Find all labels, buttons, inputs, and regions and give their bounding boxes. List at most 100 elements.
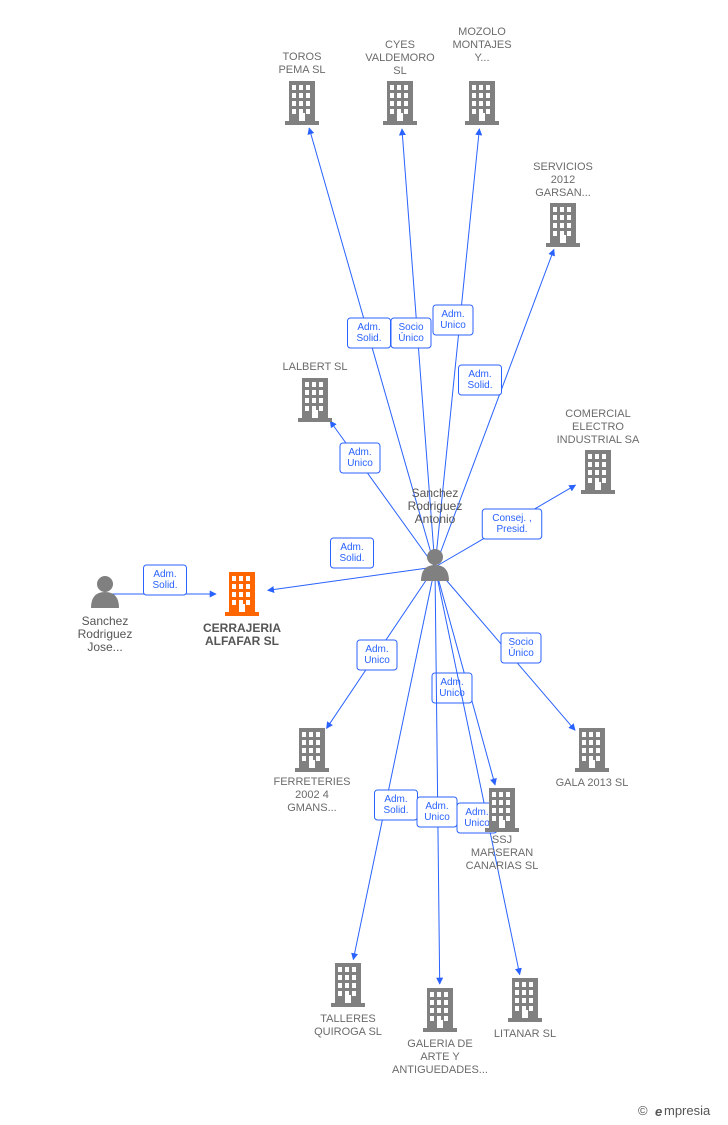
node-label: PEMA SL <box>278 64 325 76</box>
node-label: FERRETERIES <box>273 776 350 788</box>
building-icon <box>225 572 259 616</box>
node-mozolo[interactable]: MOZOLOMONTAJESY... <box>452 26 511 125</box>
node-label: MOZOLO <box>458 26 506 38</box>
building-icon <box>298 378 332 422</box>
edge-label: Adm.Solid. <box>375 790 418 820</box>
node-label: Rodriguez <box>78 627 133 641</box>
svg-text:Único: Único <box>508 646 534 659</box>
node-label: Y... <box>474 52 489 64</box>
svg-text:Adm.: Adm. <box>384 794 407 805</box>
brand-rest: mpresia <box>664 1103 711 1118</box>
svg-text:Adm.: Adm. <box>425 801 448 812</box>
svg-text:Solid.: Solid. <box>383 805 408 816</box>
node-galeria[interactable]: GALERIA DEARTE YANTIGUEDADES... <box>392 988 488 1076</box>
node-label: MONTAJES <box>452 39 511 51</box>
node-label: MARSERAN <box>471 847 533 859</box>
edge-label: Adm.Unico <box>340 443 380 473</box>
node-ferreteries[interactable]: FERRETERIES2002 4GMANS... <box>273 728 350 814</box>
node-label: LALBERT SL <box>282 361 347 373</box>
brand-e: e <box>655 1104 662 1119</box>
node-toros[interactable]: TOROSPEMA SL <box>278 51 325 125</box>
edge-label: Adm.Unico <box>417 797 457 827</box>
node-label: 2012 <box>551 174 575 186</box>
building-icon <box>331 963 365 1007</box>
node-label: 2002 4 <box>295 789 329 801</box>
node-label: Jose... <box>87 640 122 654</box>
svg-text:Único: Único <box>398 331 424 344</box>
node-label: ANTIGUEDADES... <box>392 1064 488 1076</box>
svg-text:Adm.: Adm. <box>357 322 380 333</box>
building-icon <box>465 81 499 125</box>
node-label: CYES <box>385 39 415 51</box>
node-label: ARTE Y <box>420 1051 460 1063</box>
node-lalbert[interactable]: LALBERT SL <box>282 361 347 422</box>
node-label: GALA 2013 SL <box>556 777 629 789</box>
edge-label: Adm.Unico <box>357 640 397 670</box>
svg-text:Solid.: Solid. <box>339 553 364 564</box>
node-cerrajeria[interactable]: CERRAJERIAALFAFAR SL <box>203 572 281 648</box>
svg-text:Unico: Unico <box>364 655 390 666</box>
node-label: SSJ <box>492 834 512 846</box>
edge-label: SocioÚnico <box>501 633 541 663</box>
node-label: Rodriguez <box>408 499 463 513</box>
node-label: Sanchez <box>82 614 129 628</box>
svg-text:Unico: Unico <box>424 812 450 823</box>
svg-text:Presid.: Presid. <box>496 524 527 535</box>
node-label: VALDEMORO <box>365 52 435 64</box>
svg-text:Unico: Unico <box>440 320 466 331</box>
copyright-symbol: © <box>638 1103 648 1118</box>
svg-text:Consej. ,: Consej. , <box>492 513 531 524</box>
node-label: TOROS <box>283 51 322 63</box>
node-label: SERVICIOS <box>533 161 593 173</box>
building-icon <box>295 728 329 772</box>
node-antonio[interactable]: SanchezRodriguezAntonio <box>408 486 463 581</box>
node-label: SL <box>393 65 406 77</box>
svg-text:Adm.: Adm. <box>348 447 371 458</box>
building-icon <box>383 81 417 125</box>
edge-label: Adm.Solid. <box>459 365 502 395</box>
svg-text:Adm.: Adm. <box>465 807 488 818</box>
node-talleres[interactable]: TALLERESQUIROGA SL <box>314 963 382 1038</box>
node-label: CERRAJERIA <box>203 621 281 635</box>
svg-text:Socio: Socio <box>398 322 423 333</box>
node-comercial[interactable]: COMERCIALELECTROINDUSTRIAL SA <box>557 408 640 494</box>
node-jose[interactable]: SanchezRodriguezJose... <box>78 576 133 654</box>
building-icon <box>546 203 580 247</box>
svg-text:Solid.: Solid. <box>152 580 177 591</box>
node-litanar[interactable]: LITANAR SL <box>494 978 556 1040</box>
building-icon <box>485 788 519 832</box>
edge-label: Adm.Unico <box>432 673 472 703</box>
building-icon <box>423 988 457 1032</box>
node-servicios[interactable]: SERVICIOS2012GARSAN... <box>533 161 593 247</box>
edge-label: SocioÚnico <box>391 318 431 348</box>
node-label: CANARIAS SL <box>466 860 539 872</box>
svg-text:Adm.: Adm. <box>468 369 491 380</box>
node-label: COMERCIAL <box>565 408 630 420</box>
svg-text:Socio: Socio <box>508 637 533 648</box>
edge <box>435 567 440 984</box>
edge-label: Adm.Solid. <box>348 318 391 348</box>
node-label: GMANS... <box>287 802 337 814</box>
node-label: Antonio <box>415 512 456 526</box>
vinculaciones-graph: Adm.Solid.SocioÚnicoAdm.UnicoAdm.Solid.A… <box>0 0 728 1125</box>
svg-text:Solid.: Solid. <box>467 380 492 391</box>
node-cyes[interactable]: CYESVALDEMOROSL <box>365 39 435 125</box>
svg-text:Adm.: Adm. <box>441 309 464 320</box>
node-gala[interactable]: GALA 2013 SL <box>556 728 629 789</box>
svg-text:Solid.: Solid. <box>356 333 381 344</box>
node-label: GALERIA DE <box>407 1038 472 1050</box>
person-icon <box>91 576 119 608</box>
footer: © e mpresia <box>638 1103 711 1119</box>
svg-text:Adm.: Adm. <box>153 569 176 580</box>
edge-label: Consej. ,Presid. <box>482 509 542 539</box>
building-icon <box>508 978 542 1022</box>
edge-label: Adm.Solid. <box>144 565 187 595</box>
node-label: ELECTRO <box>572 421 624 433</box>
svg-text:Unico: Unico <box>347 458 373 469</box>
node-label: QUIROGA SL <box>314 1026 382 1038</box>
edge <box>268 567 435 590</box>
node-label: LITANAR SL <box>494 1028 556 1040</box>
node-label: ALFAFAR SL <box>205 634 279 648</box>
building-icon <box>581 450 615 494</box>
edge-label: Adm.Unico <box>433 305 473 335</box>
